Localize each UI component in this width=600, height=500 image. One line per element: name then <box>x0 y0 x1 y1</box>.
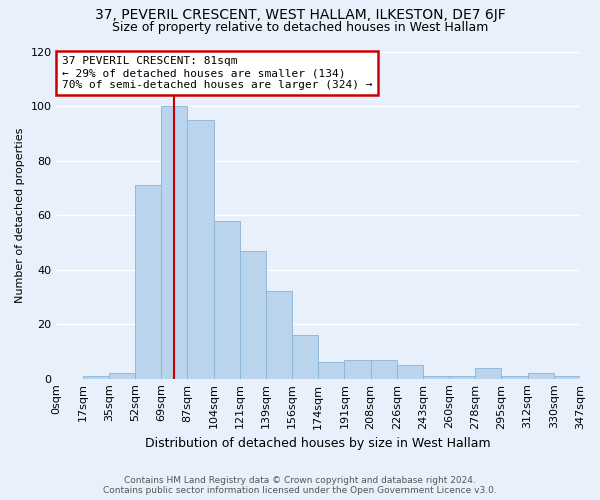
Text: Contains HM Land Registry data © Crown copyright and database right 2024.
Contai: Contains HM Land Registry data © Crown c… <box>103 476 497 495</box>
Bar <box>397 365 423 378</box>
Bar <box>240 250 266 378</box>
Bar <box>502 376 527 378</box>
Bar <box>475 368 502 378</box>
Bar <box>109 373 135 378</box>
Bar <box>371 360 397 378</box>
Bar <box>449 376 475 378</box>
Bar <box>266 292 292 378</box>
Bar <box>527 373 554 378</box>
Bar <box>554 376 580 378</box>
Bar <box>161 106 187 378</box>
Text: 37 PEVERIL CRESCENT: 81sqm
← 29% of detached houses are smaller (134)
70% of sem: 37 PEVERIL CRESCENT: 81sqm ← 29% of deta… <box>62 56 372 90</box>
Text: Size of property relative to detached houses in West Hallam: Size of property relative to detached ho… <box>112 21 488 34</box>
Bar <box>135 185 161 378</box>
Y-axis label: Number of detached properties: Number of detached properties <box>15 128 25 303</box>
Text: 37, PEVERIL CRESCENT, WEST HALLAM, ILKESTON, DE7 6JF: 37, PEVERIL CRESCENT, WEST HALLAM, ILKES… <box>95 8 505 22</box>
Bar <box>344 360 371 378</box>
Bar <box>214 220 240 378</box>
Bar <box>292 335 318 378</box>
Bar <box>187 120 214 378</box>
Bar <box>318 362 344 378</box>
Bar <box>83 376 109 378</box>
Bar <box>423 376 449 378</box>
X-axis label: Distribution of detached houses by size in West Hallam: Distribution of detached houses by size … <box>145 437 491 450</box>
